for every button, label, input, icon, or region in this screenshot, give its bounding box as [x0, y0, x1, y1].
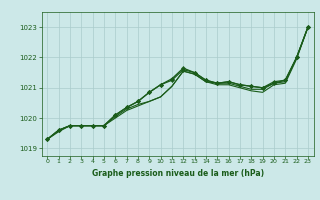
- X-axis label: Graphe pression niveau de la mer (hPa): Graphe pression niveau de la mer (hPa): [92, 169, 264, 178]
